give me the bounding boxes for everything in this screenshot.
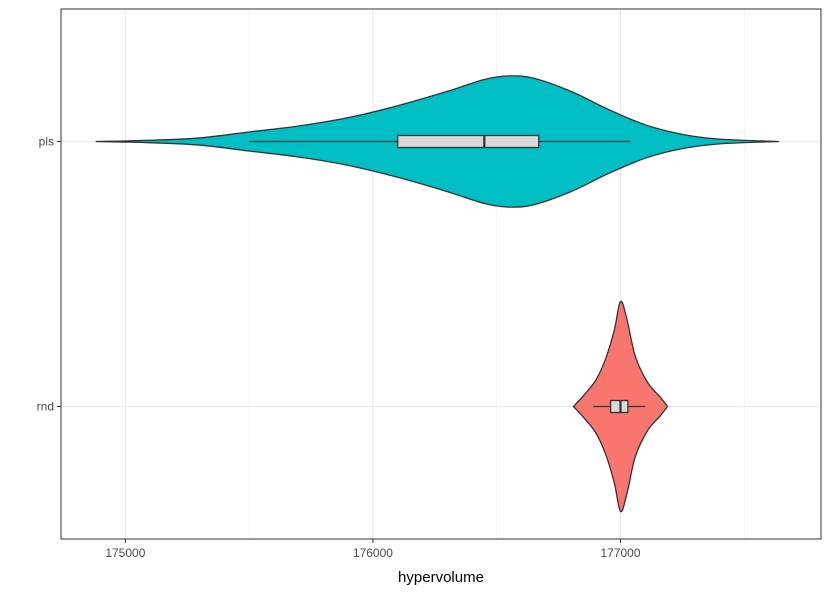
x-axis: 175000 176000 177000 (105, 539, 641, 560)
x-axis-title: hypervolume (398, 569, 484, 586)
violins (95, 75, 779, 513)
box-rnd (609, 399, 629, 414)
x-tick-label: 175000 (105, 546, 145, 560)
box-pls (397, 134, 540, 149)
plot-panel-border (60, 8, 822, 540)
y-axis: pls rnd (37, 135, 61, 414)
y-tick-label-rnd: rnd (37, 400, 54, 414)
y-tick-label-pls: pls (39, 135, 54, 149)
x-tick-label: 177000 (600, 546, 640, 560)
plot-panel-background (61, 9, 821, 539)
x-tick-label: 176000 (353, 546, 393, 560)
